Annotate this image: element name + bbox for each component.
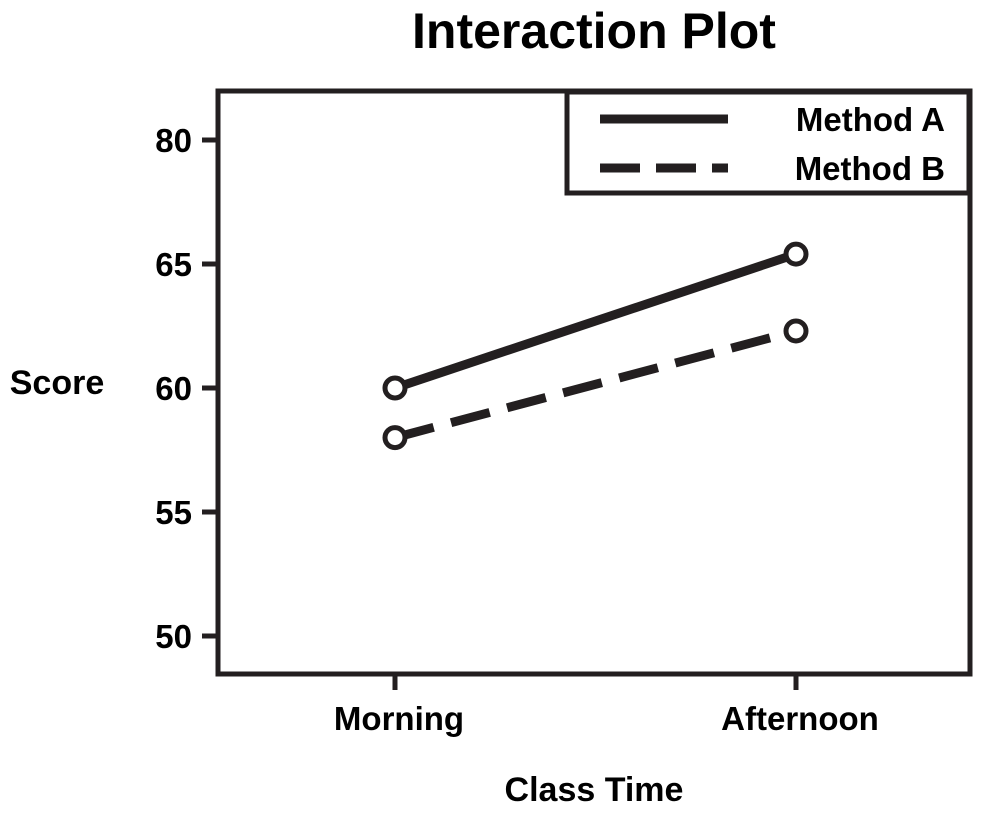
chart-title: Interaction Plot bbox=[412, 3, 776, 59]
x-tick-label: Morning bbox=[334, 700, 464, 737]
y-axis-label: Score bbox=[10, 364, 105, 402]
data-series bbox=[382, 241, 809, 451]
data-point-marker bbox=[783, 241, 809, 267]
y-tick-label: 65 bbox=[155, 246, 192, 283]
x-tick-label: Afternoon bbox=[721, 700, 879, 737]
series-line bbox=[393, 326, 798, 442]
x-axis: Morning Afternoon bbox=[334, 674, 879, 737]
x-axis-label: Class Time bbox=[505, 771, 684, 809]
y-tick-label: 60 bbox=[155, 370, 192, 407]
series-method-a bbox=[382, 241, 809, 401]
y-tick-label: 80 bbox=[155, 122, 192, 159]
data-point-marker bbox=[783, 318, 809, 344]
series-line bbox=[393, 249, 798, 393]
legend-label-method-a: Method A bbox=[796, 101, 945, 138]
y-axis: 50 55 60 65 80 bbox=[155, 122, 218, 655]
legend: Method A Method B bbox=[564, 89, 972, 196]
data-point-marker bbox=[382, 425, 408, 451]
legend-label-method-b: Method B bbox=[795, 150, 945, 187]
legend-box bbox=[564, 89, 972, 196]
data-point-marker bbox=[382, 375, 408, 401]
y-tick-label: 55 bbox=[155, 494, 192, 531]
series-method-b bbox=[382, 318, 809, 451]
y-tick-label: 50 bbox=[155, 618, 192, 655]
